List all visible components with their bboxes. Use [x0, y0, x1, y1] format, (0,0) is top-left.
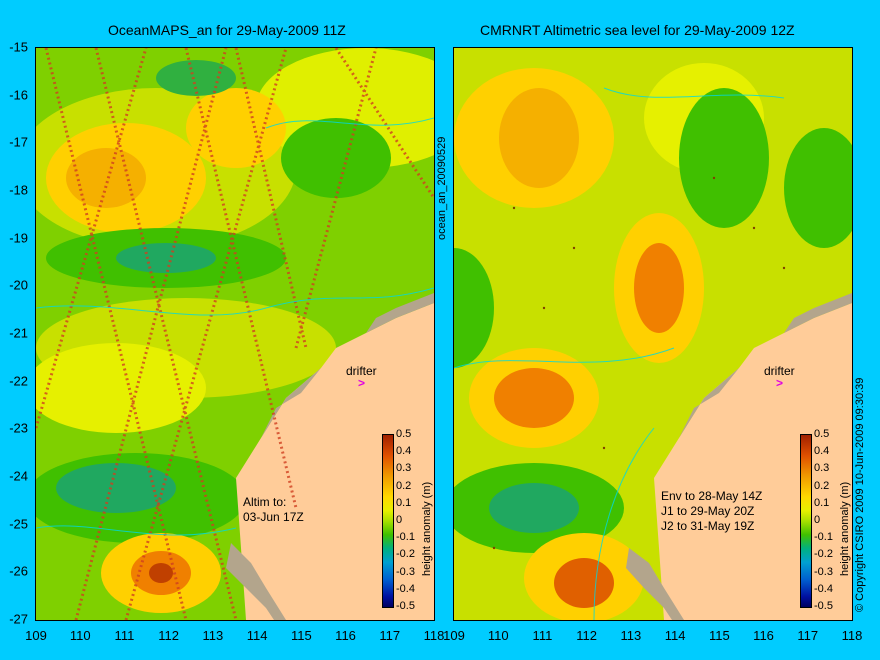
colorbar-tick-label: -0.4: [396, 582, 415, 595]
x-tick-label: 115: [290, 628, 312, 643]
colorbar-tick-label: 0.2: [396, 479, 412, 492]
right-drifter-label: drifter: [764, 364, 795, 378]
right-altim-note-line2: J1 to 29-May 20Z: [661, 504, 755, 518]
y-tick-label: -22: [9, 373, 28, 389]
left-drifter-label: drifter: [346, 364, 377, 378]
colorbar-tick-label: -0.3: [814, 565, 833, 578]
left-altim-note-line1: Altim to:: [243, 495, 287, 509]
right-colorbar: [800, 434, 812, 608]
right-altim-note-line3: J2 to 31-May 19Z: [661, 519, 755, 533]
x-tick-label: 117: [797, 628, 819, 643]
x-tick-label: 109: [25, 628, 47, 643]
colorbar-tick-label: 0.3: [396, 462, 412, 475]
colorbar-tick-label: 0.5: [396, 428, 412, 440]
y-tick-label: -21: [9, 325, 28, 341]
side-label: ocean_an_20090529: [436, 136, 448, 240]
colorbar-tick-label: -0.4: [814, 582, 833, 595]
colorbar-tick-label: 0.1: [396, 496, 412, 509]
y-tick-label: -23: [9, 420, 28, 436]
x-tick-label: 110: [487, 628, 509, 643]
y-tick-label: -27: [9, 611, 28, 627]
right-map-graphic: [454, 48, 852, 620]
right-altim-note-line1: Env to 28-May 14Z: [661, 489, 763, 503]
right-map-title: CMRNRT Altimetric sea level for 29-May-2…: [480, 22, 795, 38]
x-tick-label: 114: [664, 628, 686, 643]
left-map-panel: [35, 47, 435, 621]
left-map-title: OceanMAPS_an for 29-May-2009 11Z: [108, 22, 346, 38]
x-tick-label: 116: [335, 628, 356, 643]
x-tick-label: 114: [246, 628, 268, 643]
copyright-label: © Copyright CSIRO 2009 10-Jun-2009 09:30…: [854, 377, 866, 612]
colorbar-tick-label: -0.2: [814, 548, 833, 561]
colorbar-tick-label: -0.5: [396, 600, 415, 612]
x-tick-label: 116: [753, 628, 774, 643]
x-tick-label: 115: [708, 628, 730, 643]
y-tick-label: -16: [9, 87, 28, 103]
colorbar-tick-label: 0: [396, 514, 403, 526]
colorbar-tick-label: 0: [814, 514, 821, 526]
right-colorbar-title: height anomaly (m): [839, 481, 851, 576]
x-tick-label: 109: [443, 628, 465, 643]
colorbar-tick-label: -0.5: [814, 600, 833, 612]
colorbar-tick-label: 0.1: [814, 496, 830, 509]
x-tick-label: 112: [576, 628, 598, 643]
right-map-panel: [453, 47, 853, 621]
y-tick-label: -24: [9, 468, 28, 484]
y-tick-label: -15: [9, 39, 28, 55]
colorbar-tick-label: -0.1: [396, 531, 415, 544]
x-tick-label: 113: [620, 628, 642, 643]
x-tick-label: 113: [202, 628, 224, 643]
x-tick-label: 111: [114, 628, 135, 643]
right-drifter-marker-icon: >: [776, 376, 784, 390]
left-altim-note-line2: 03-Jun 17Z: [243, 510, 304, 524]
x-tick-label: 111: [532, 628, 553, 643]
left-altim-note: Altim to: 03-Jun 17Z: [243, 495, 304, 525]
left-colorbar: [382, 434, 394, 608]
x-tick-label: 112: [158, 628, 180, 643]
colorbar-tick-label: 0.3: [814, 462, 830, 475]
right-altim-note: Env to 28-May 14Z J1 to 29-May 20Z J2 to…: [661, 489, 762, 534]
colorbar-tick-label: 0.4: [396, 445, 412, 458]
y-tick-label: -20: [9, 277, 28, 293]
y-tick-label: -18: [9, 182, 28, 198]
colorbar-tick-label: -0.2: [396, 548, 415, 561]
left-drifter-marker-icon: >: [358, 376, 366, 390]
x-tick-label: 117: [379, 628, 401, 643]
left-map-graphic: [36, 48, 434, 620]
x-tick-label: 118: [423, 628, 445, 643]
y-tick-label: -26: [9, 563, 28, 579]
y-tick-label: -25: [9, 516, 28, 532]
x-tick-label: 118: [841, 628, 863, 643]
colorbar-tick-label: 0.4: [814, 445, 830, 458]
colorbar-tick-label: -0.3: [396, 565, 415, 578]
y-tick-label: -19: [9, 230, 28, 246]
x-tick-label: 110: [69, 628, 91, 643]
colorbar-tick-label: 0.2: [814, 479, 830, 492]
y-tick-label: -17: [9, 134, 28, 150]
left-colorbar-title: height anomaly (m): [421, 481, 433, 576]
colorbar-tick-label: -0.1: [814, 531, 833, 544]
colorbar-tick-label: 0.5: [814, 428, 830, 440]
